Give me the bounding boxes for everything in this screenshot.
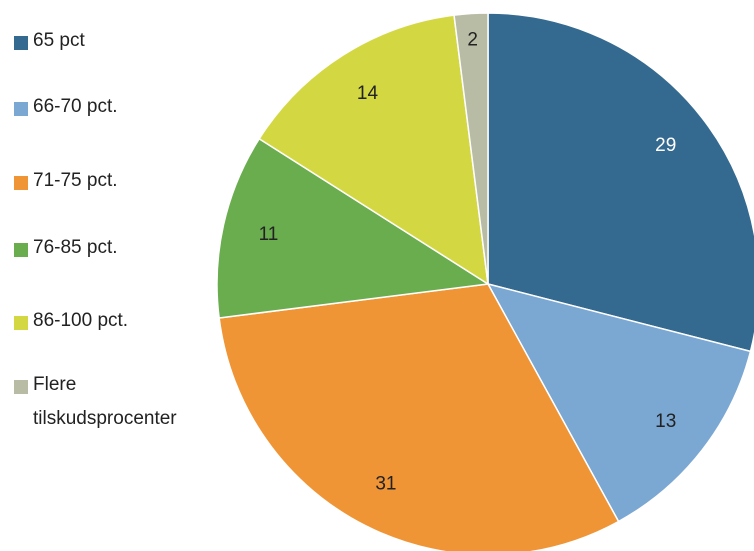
- legend-item: 71-75 pct.: [14, 170, 234, 198]
- legend-swatch: [14, 36, 28, 50]
- pie-slice: [218, 283, 620, 551]
- data-label: 14: [357, 83, 379, 104]
- legend-swatch: [14, 102, 28, 116]
- pie-slice: [453, 12, 489, 285]
- legend-label: 76-85 pct.: [33, 237, 118, 258]
- legend-swatch: [14, 176, 28, 190]
- legend-label: 66-70 pct.: [33, 96, 118, 117]
- data-label: 29: [655, 135, 676, 156]
- legend-swatch: [14, 243, 28, 257]
- pie-slice: [216, 137, 491, 319]
- data-label: 11: [259, 224, 279, 245]
- legend-label: 71-75 pct.: [33, 170, 118, 191]
- data-label: 13: [655, 411, 676, 432]
- legend-item: 76-85 pct.: [14, 237, 234, 265]
- legend-label: Flere tilskudsprocenter: [33, 374, 177, 429]
- legend-swatch: [14, 380, 28, 394]
- legend-label: 65 pct: [33, 30, 85, 51]
- pie-slice: [258, 14, 489, 286]
- legend-label: 86-100 pct.: [33, 310, 129, 331]
- legend-item: Flere tilskudsprocenter: [14, 374, 234, 436]
- data-label: 31: [375, 473, 396, 494]
- data-label: 2: [467, 30, 478, 51]
- legend-item: 65 pct: [14, 30, 234, 58]
- legend-item: 66-70 pct.: [14, 96, 234, 124]
- legend-swatch: [14, 316, 28, 330]
- pie-slice: [486, 282, 752, 523]
- legend-item: 86-100 pct.: [14, 310, 234, 338]
- pie-slice: [487, 12, 754, 353]
